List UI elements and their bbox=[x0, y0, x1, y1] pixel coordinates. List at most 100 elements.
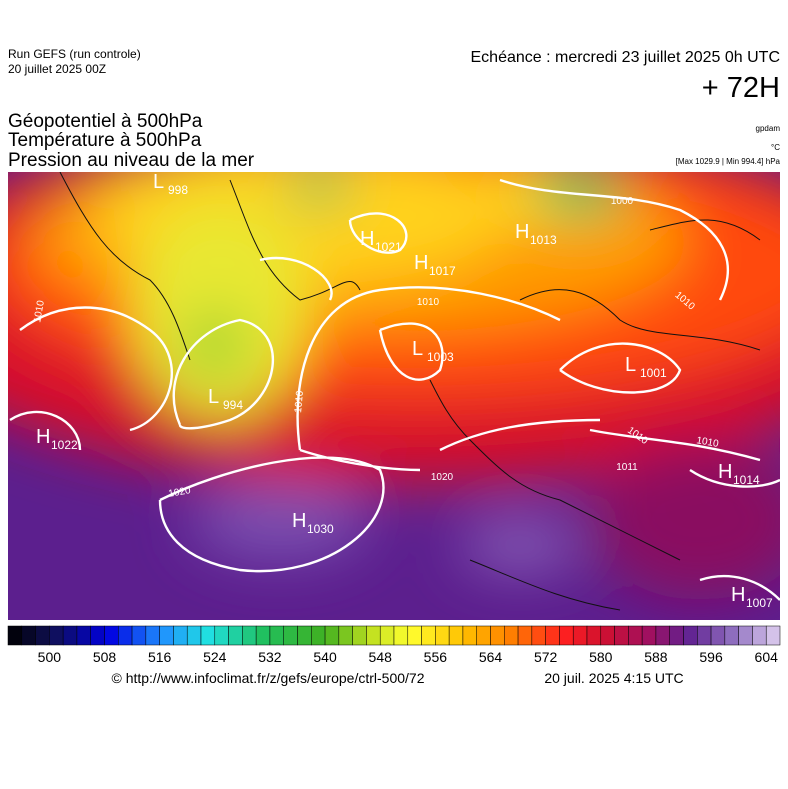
colorbar-tick-label: 516 bbox=[148, 649, 172, 665]
colorbar-box bbox=[572, 625, 588, 646]
colorbar-box bbox=[7, 625, 23, 646]
colorbar-box bbox=[214, 625, 229, 646]
colorbar-box bbox=[517, 625, 533, 646]
colorbar-box bbox=[504, 625, 519, 646]
center-value: 1013 bbox=[530, 233, 557, 247]
center-value: 1001 bbox=[640, 366, 667, 380]
colorbar-box bbox=[462, 625, 477, 646]
colorbar-tick-label: 524 bbox=[203, 649, 227, 665]
center-letter: H bbox=[515, 221, 529, 243]
center-value: 998 bbox=[168, 183, 188, 197]
colorbar-box bbox=[297, 625, 312, 646]
isobar-label: 1020 bbox=[168, 485, 192, 500]
isobar-label: 1010 bbox=[32, 299, 47, 323]
colorbar-box bbox=[669, 625, 684, 646]
colorbar-box bbox=[559, 625, 574, 646]
colorbar-box bbox=[90, 625, 105, 646]
isobar-label: 1010 bbox=[696, 435, 720, 450]
colorbar-box bbox=[104, 625, 119, 646]
isobar-label: 1000 bbox=[611, 196, 634, 207]
isobar-label: 1020 bbox=[431, 472, 454, 483]
colorbar-box bbox=[131, 625, 147, 646]
colorbar-tick-label: 572 bbox=[534, 649, 558, 665]
isobar-label: 1010 bbox=[417, 297, 440, 308]
colorbar-box bbox=[76, 625, 91, 646]
map bbox=[8, 172, 780, 620]
colorbar-box bbox=[366, 625, 381, 646]
colorbar-box bbox=[600, 625, 615, 646]
colorbar-box bbox=[697, 625, 712, 646]
colorbar-tick-label: 564 bbox=[479, 649, 503, 665]
center-letter: L bbox=[412, 338, 423, 360]
colorbar-box bbox=[255, 625, 271, 646]
center-value: 1003 bbox=[427, 350, 454, 364]
colorbar-box bbox=[311, 625, 326, 646]
colorbar-box bbox=[752, 625, 767, 646]
colorbar-tick-label: 596 bbox=[699, 649, 723, 665]
colorbar-box bbox=[242, 625, 257, 646]
colorbar-box bbox=[641, 625, 657, 646]
run-label: Run GEFS (run controle) bbox=[8, 47, 141, 61]
colorbar-box bbox=[62, 625, 78, 646]
colorbar-box bbox=[338, 625, 353, 646]
colorbar-box bbox=[545, 625, 560, 646]
colorbar-box bbox=[118, 625, 133, 646]
run-date: 20 juillet 2025 00Z bbox=[8, 62, 106, 76]
colorbar-box bbox=[586, 625, 602, 646]
field-label: Pression au niveau de la mer bbox=[8, 150, 255, 171]
colorbar-box bbox=[186, 625, 202, 646]
colorbar-box bbox=[159, 625, 174, 646]
isobar-label: 1010 bbox=[293, 390, 306, 414]
center-value: 1030 bbox=[307, 522, 334, 536]
colorbar-box bbox=[269, 625, 284, 646]
center-letter: L bbox=[153, 171, 164, 193]
field-label: Température à 500hPa bbox=[8, 130, 202, 151]
unit-label: [Max 1029.9 | Min 994.4] hPa bbox=[676, 157, 781, 166]
colorbar-box bbox=[448, 625, 464, 646]
colorbar-box bbox=[724, 625, 739, 646]
colorbar-box bbox=[421, 625, 436, 646]
colorbar-box bbox=[145, 625, 160, 646]
made-time: 20 juil. 2025 4:15 UTC bbox=[544, 670, 683, 686]
colorbar-box bbox=[49, 625, 64, 646]
lead-time: + 72H bbox=[702, 72, 780, 104]
colorbar-box bbox=[476, 625, 491, 646]
colorbar-box bbox=[655, 625, 670, 646]
colorbar-tick-label: 500 bbox=[38, 649, 62, 665]
colorbar-box bbox=[490, 625, 505, 646]
colorbar-box bbox=[710, 625, 726, 646]
center-letter: L bbox=[625, 354, 636, 376]
colorbar-box bbox=[628, 625, 643, 646]
center-value: 994 bbox=[223, 398, 243, 412]
colorbar-box bbox=[283, 625, 298, 646]
colorbar-box bbox=[531, 625, 546, 646]
valid-time: Echéance : mercredi 23 juillet 2025 0h U… bbox=[471, 49, 781, 66]
center-letter: H bbox=[414, 252, 428, 274]
colorbar-box bbox=[35, 625, 50, 646]
colorbar-tick-label: 508 bbox=[93, 649, 117, 665]
colorbar-box bbox=[379, 625, 395, 646]
colorbar-box bbox=[614, 625, 629, 646]
unit-label: °C bbox=[771, 143, 780, 152]
center-value: 1021 bbox=[375, 240, 402, 254]
source-credit: © http://www.infoclimat.fr/z/gefs/europe… bbox=[111, 670, 424, 686]
center-value: 1017 bbox=[429, 264, 456, 278]
center-letter: H bbox=[36, 426, 50, 448]
colorbar-tick-label: 548 bbox=[369, 649, 393, 665]
colorbar-box bbox=[200, 625, 216, 646]
center-value: 1007 bbox=[746, 596, 773, 610]
colorbar-tick-label: 604 bbox=[755, 649, 779, 665]
center-letter: H bbox=[360, 228, 374, 250]
center-value: 1022 bbox=[51, 438, 78, 452]
colorbar-box bbox=[683, 625, 698, 646]
colorbar-box bbox=[324, 625, 340, 646]
center-letter: H bbox=[731, 584, 745, 606]
colorbar-tick-label: 588 bbox=[644, 649, 668, 665]
isobar-label: 1011 bbox=[616, 462, 638, 473]
colorbar-box bbox=[393, 625, 409, 646]
center-value: 1014 bbox=[733, 473, 760, 487]
center-letter: H bbox=[292, 510, 306, 532]
colorbar-box bbox=[738, 625, 753, 646]
